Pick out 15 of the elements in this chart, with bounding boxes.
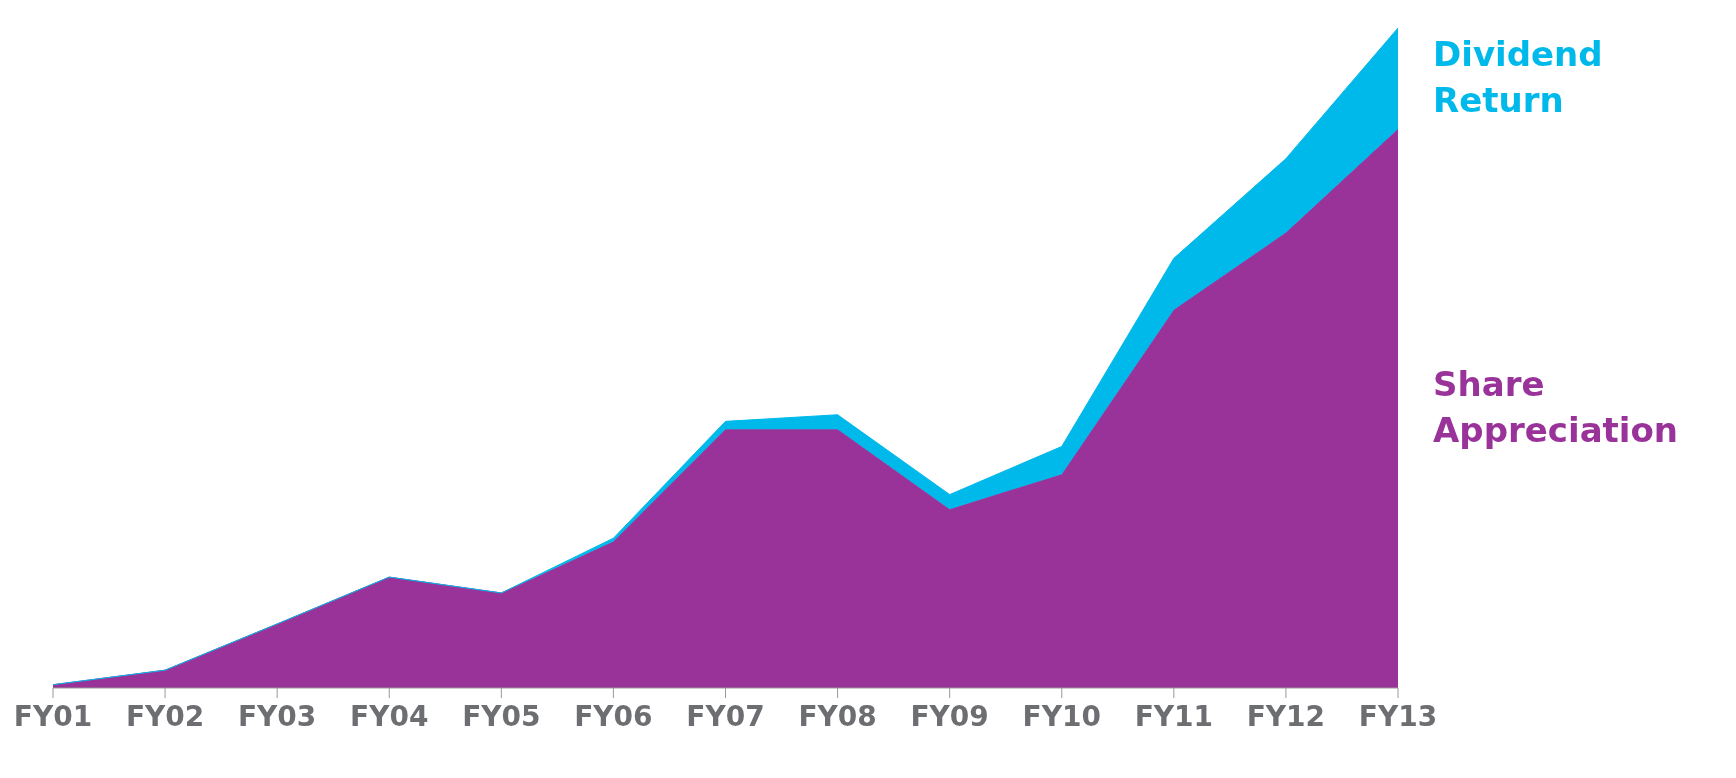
x-tick-label: FY04: [350, 699, 429, 733]
x-tick-label: FY05: [462, 699, 541, 733]
x-tick-label: FY09: [910, 699, 989, 733]
x-tick-label: FY02: [125, 699, 205, 733]
series-label: Share Appreciation: [1433, 363, 1680, 453]
x-tick-label: FY03: [237, 699, 317, 733]
x-tick-label: FY08: [798, 699, 877, 733]
series-label: Dividend Return: [1433, 33, 1604, 123]
x-tick-label: FY13: [1358, 699, 1438, 733]
x-tick-label: FY10: [1022, 699, 1101, 733]
x-tick-label: FY06: [574, 699, 653, 733]
x-tick-label: FY01: [13, 699, 93, 733]
x-tick-label: FY07: [686, 699, 765, 733]
x-tick-label: FY11: [1134, 699, 1214, 733]
x-tick-label: FY12: [1246, 699, 1326, 733]
